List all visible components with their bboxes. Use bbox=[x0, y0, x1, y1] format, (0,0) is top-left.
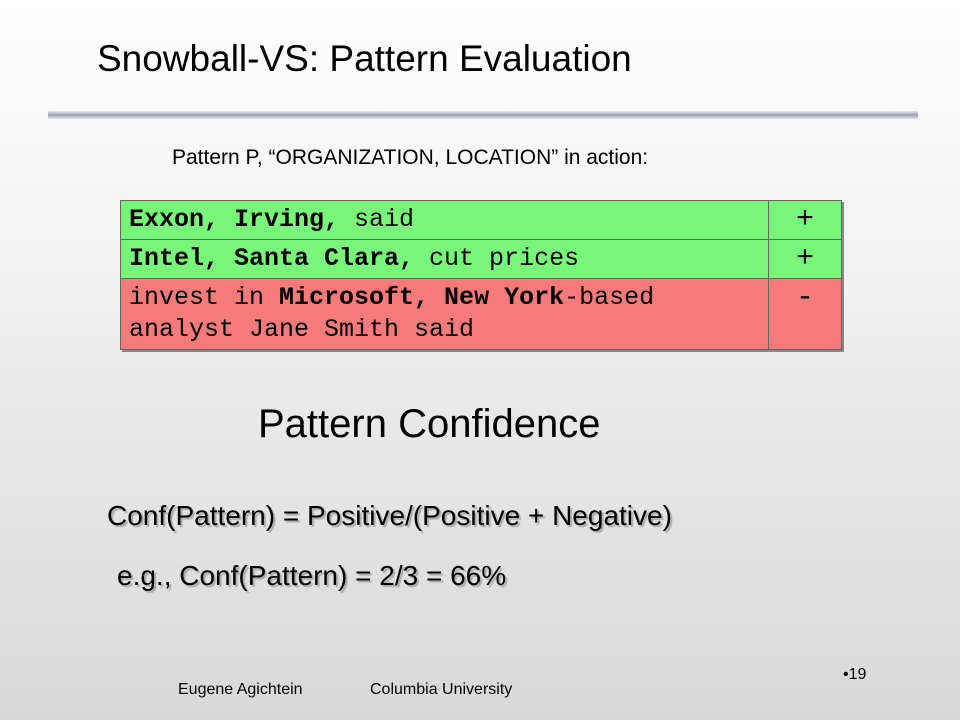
row-text: Exxon, Irving, said bbox=[121, 201, 769, 239]
row-sign: + bbox=[795, 203, 814, 237]
row-text: Intel, Santa Clara, cut prices bbox=[121, 240, 769, 278]
subtitle: Pattern P, “ORGANIZATION, LOCATION” in a… bbox=[172, 146, 649, 169]
separator bbox=[48, 111, 918, 119]
slide-title: Snowball-VS: Pattern Evaluation bbox=[97, 38, 632, 79]
text-segment: said bbox=[339, 205, 415, 234]
row-sign: + bbox=[795, 242, 814, 276]
page-number: •19 bbox=[843, 666, 867, 683]
heading: Pattern Confidence bbox=[258, 402, 601, 446]
example-table: Exxon, Irving, said + Intel, Santa Clara, … bbox=[120, 200, 842, 350]
example: e.g., Conf(Pattern) = 2/3 = 66% bbox=[117, 560, 507, 591]
author: Eugene Agichtein bbox=[178, 681, 303, 698]
table-row: Exxon, Irving, said + bbox=[121, 201, 841, 240]
row-sign: - bbox=[795, 281, 814, 315]
formula: Conf(Pattern) = Positive/(Positive + Neg… bbox=[107, 500, 672, 531]
text-segment: Microsoft, New York bbox=[279, 283, 565, 312]
row-text: invest in Microsoft, New York-based anal… bbox=[121, 279, 769, 349]
text-segment: -based analyst Jane Smith said bbox=[129, 283, 670, 344]
table-row: invest in Microsoft, New York-based anal… bbox=[121, 279, 841, 349]
text-segment: Exxon, Irving, bbox=[129, 205, 340, 234]
text-segment: Intel, Santa Clara, bbox=[129, 244, 415, 273]
text-segment: invest in bbox=[129, 283, 280, 312]
text-segment: cut prices bbox=[414, 244, 580, 273]
affiliation: Columbia University bbox=[370, 681, 513, 698]
table-row: Intel, Santa Clara, cut prices + bbox=[121, 240, 841, 279]
